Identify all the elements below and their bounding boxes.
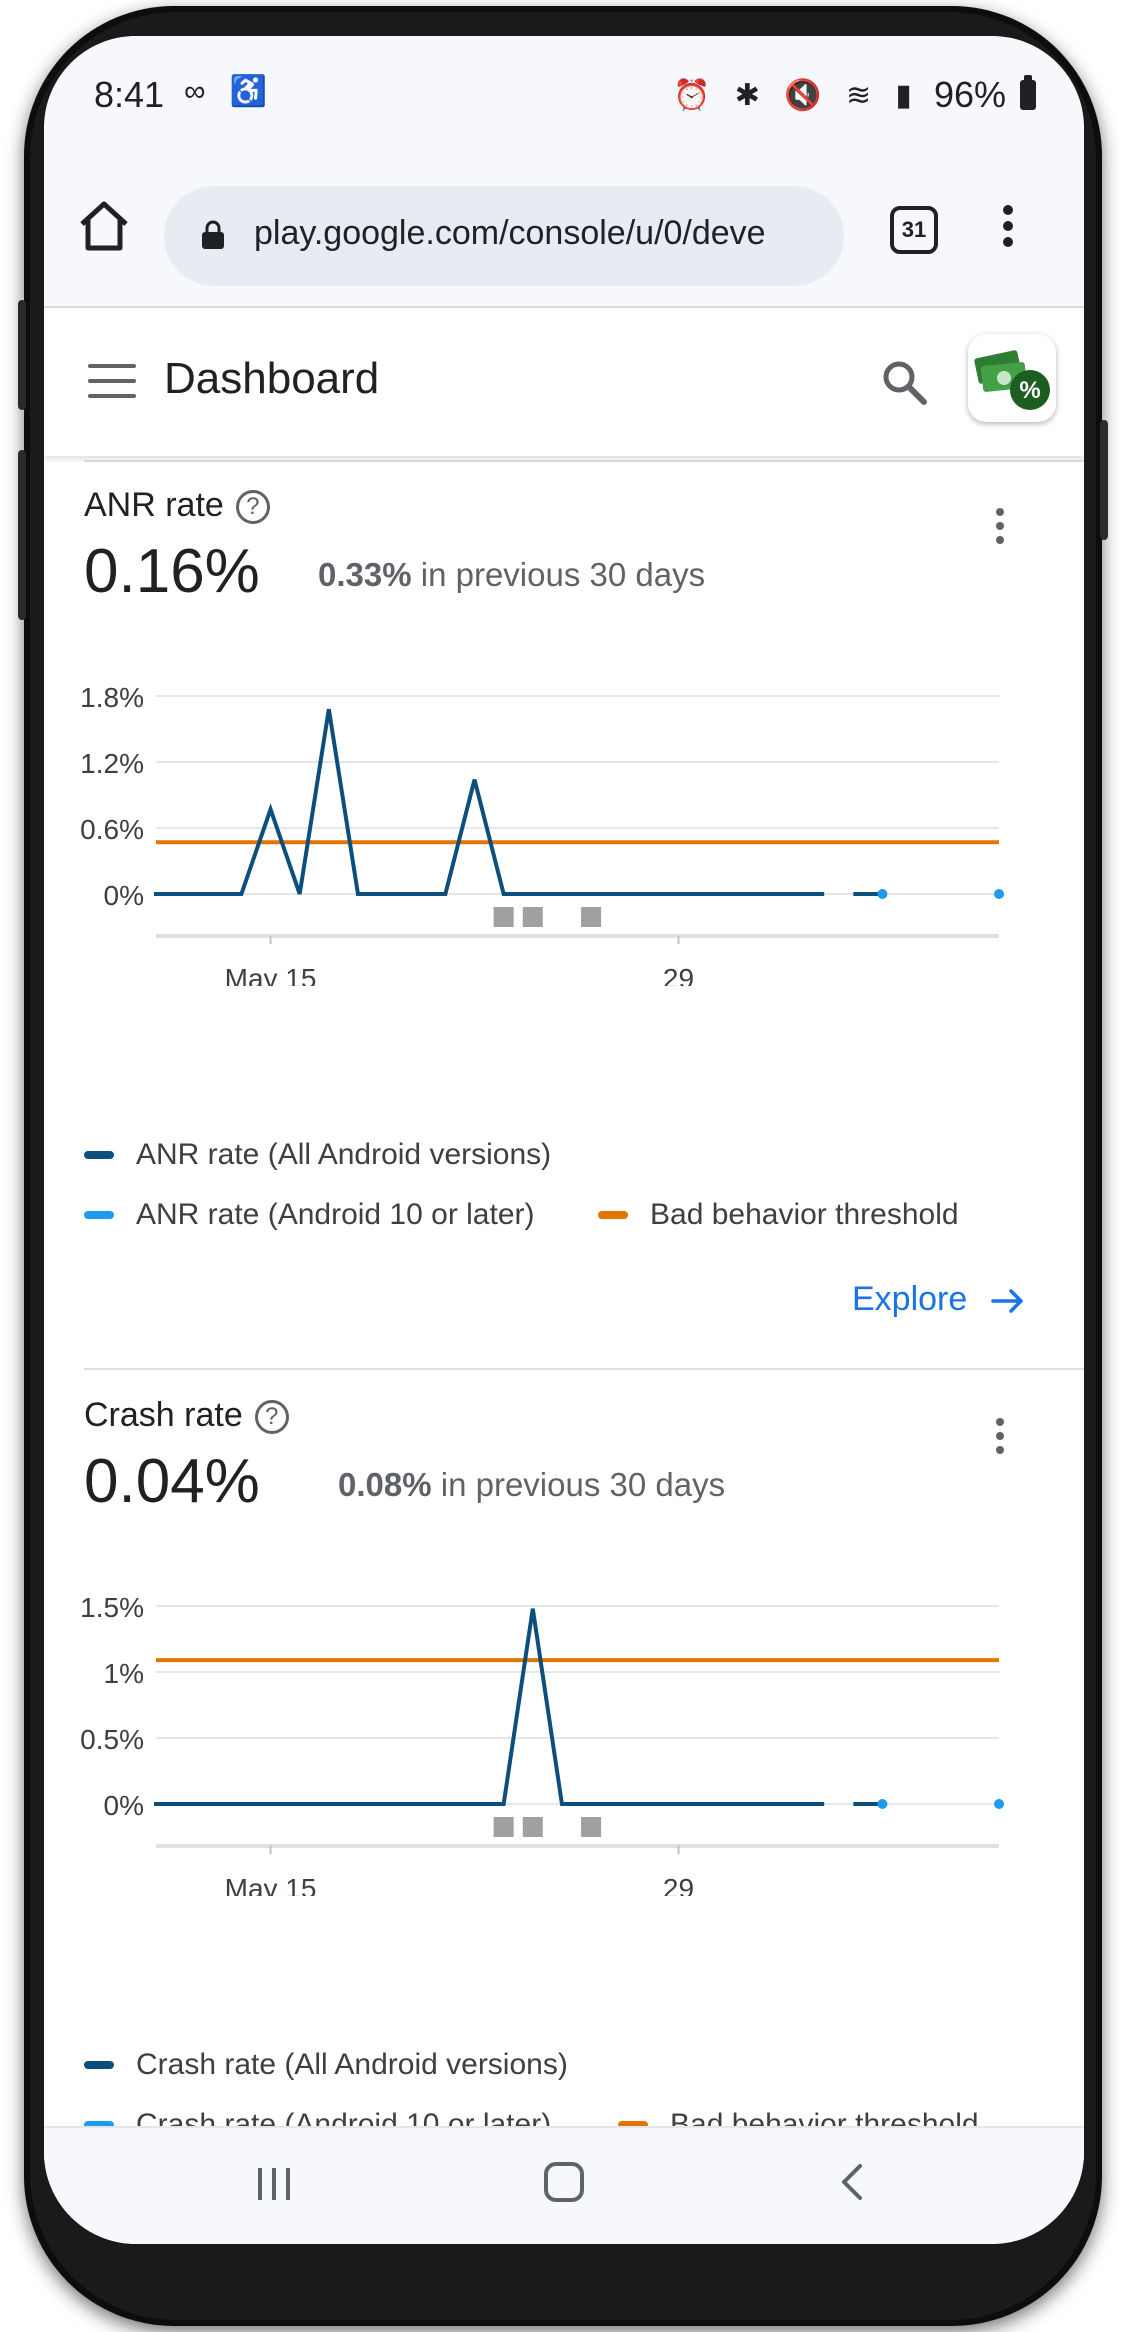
legend-swatch-android10 [84, 2121, 114, 2129]
series-point-android10 [877, 1799, 888, 1809]
annotation-marker [493, 907, 514, 927]
anr-legend-android10-label: ANR rate (Android 10 or later) [136, 1198, 535, 1231]
anr-value: 0.16% [84, 537, 260, 606]
crash-previous-value: 0.08% [338, 1466, 432, 1503]
battery-percent: 96% [933, 74, 1006, 115]
crash-legend-all-label: Crash rate (All Android versions) [136, 2048, 568, 2081]
y-tick-label: 1.8% [80, 682, 144, 713]
anr-legend-threshold: Bad behavior threshold [598, 1198, 959, 1232]
anr-legend-all-label: ANR rate (All Android versions) [136, 1138, 552, 1171]
phone-screen: 8:41 ∞ ♿ ⏰ ✱ 🔇 ≋ ▮ 96% play.go [44, 36, 1084, 2244]
annotation-marker [522, 1817, 543, 1837]
bluetooth-icon: ✱ [734, 78, 768, 112]
power-button [1100, 420, 1108, 540]
annotation-marker [493, 1817, 514, 1837]
explore-label: Explore [852, 1280, 968, 1318]
y-tick-label: 0% [104, 1790, 144, 1821]
wifi-icon: ≋ [845, 78, 880, 112]
legend-swatch-threshold [598, 1211, 628, 1219]
y-tick-label: 0% [104, 880, 144, 911]
dashboard-content: ANR rate? 0.16% 0.33% in previous 30 day… [44, 456, 1084, 2162]
legend-swatch-threshold [618, 2121, 648, 2129]
y-tick-label: 1.2% [80, 748, 144, 779]
browser-toolbar: play.google.com/console/u/0/deve 31 [44, 156, 1084, 308]
page-title: Dashboard [164, 354, 380, 403]
anr-more-icon[interactable] [994, 508, 1006, 552]
series-point-android10 [877, 889, 888, 899]
anr-previous-label: in previous 30 days [411, 556, 706, 593]
annotation-marker [522, 907, 543, 927]
home-icon[interactable] [74, 196, 134, 256]
accessibility-icon: ♿ [229, 75, 276, 108]
help-icon[interactable]: ? [254, 1400, 289, 1435]
nav-home-icon[interactable] [544, 2162, 584, 2202]
x-tick-label: May 15 [225, 1873, 317, 1896]
status-time: 8:41 [94, 74, 165, 115]
anr-card-title: ANR rate? [84, 486, 270, 525]
recents-icon[interactable] [254, 2164, 294, 2204]
mute-icon: 🔇 [784, 78, 830, 112]
lock-icon [202, 220, 224, 249]
anr-previous-value: 0.33% [318, 556, 412, 593]
crash-legend-all: Crash rate (All Android versions) [84, 2048, 568, 2082]
crash-chart: 1.5% 1% 0.5% 0% May 15 29 [80, 1592, 1004, 1896]
legend-swatch-all [84, 1151, 114, 1159]
y-tick-label: 1.5% [80, 1592, 144, 1623]
search-icon[interactable] [878, 356, 930, 408]
anr-legend-android10: ANR rate (Android 10 or later) [84, 1198, 535, 1232]
status-system-icons: ⏰ ✱ 🔇 ≋ ▮ [673, 78, 920, 113]
browser-menu-icon[interactable] [998, 202, 1018, 258]
x-tick-label: 29 [663, 963, 694, 986]
status-bar: 8:41 ∞ ♿ ⏰ ✱ 🔇 ≋ ▮ 96% [44, 36, 1084, 156]
address-bar[interactable]: play.google.com/console/u/0/deve [164, 186, 844, 286]
y-tick-label: 0.6% [80, 814, 144, 845]
explore-link[interactable]: Explore [852, 1280, 1025, 1319]
series-point-android10 [994, 1799, 1004, 1809]
svg-text:%: % [1019, 377, 1040, 404]
series-point-android10 [994, 889, 1004, 899]
anr-previous: 0.33% in previous 30 days [318, 556, 705, 594]
crash-previous-label: in previous 30 days [431, 1466, 726, 1503]
anr-title-text: ANR rate [84, 486, 224, 524]
x-tick-label: May 15 [225, 963, 317, 986]
series-line-all [154, 708, 825, 896]
menu-icon[interactable] [88, 364, 136, 400]
help-icon[interactable]: ? [235, 490, 270, 525]
section-divider [84, 1368, 1084, 1370]
app-icon[interactable]: % [968, 334, 1056, 422]
status-right: ⏰ ✱ 🔇 ≋ ▮ 96% [673, 74, 1036, 116]
annotation-marker [581, 907, 602, 927]
back-icon[interactable] [836, 2162, 866, 2202]
legend-swatch-android10 [84, 1211, 114, 1219]
alarm-icon: ⏰ [673, 78, 719, 112]
anr-chart: 1.8% 1.2% 0.6% 0% May 15 29 [80, 682, 1004, 986]
crash-value: 0.04% [84, 1447, 260, 1516]
anr-legend-all: ANR rate (All Android versions) [84, 1138, 551, 1172]
crash-more-icon[interactable] [994, 1418, 1006, 1462]
x-tick-label: 29 [663, 1873, 694, 1896]
app-bar: Dashboard % [44, 308, 1084, 456]
arrow-right-icon [990, 1289, 1023, 1313]
side-button [18, 450, 26, 620]
crash-previous: 0.08% in previous 30 days [338, 1466, 725, 1504]
volume-button [18, 300, 26, 410]
voicemail-icon: ∞ [184, 75, 214, 108]
y-tick-label: 0.5% [80, 1724, 144, 1755]
tab-switcher-button[interactable]: 31 [890, 206, 938, 254]
section-divider [84, 460, 1084, 462]
signal-icon: ▮ [895, 78, 920, 112]
system-nav-bar [44, 2126, 1084, 2244]
anr-legend-threshold-label: Bad behavior threshold [650, 1198, 959, 1231]
crash-card-title: Crash rate? [84, 1396, 289, 1435]
y-tick-label: 1% [104, 1658, 144, 1689]
annotation-marker [581, 1817, 602, 1837]
series-line-all [154, 1608, 825, 1806]
battery-icon [1020, 75, 1036, 110]
url-text: play.google.com/console/u/0/deve [254, 214, 766, 252]
crash-title-text: Crash rate [84, 1396, 243, 1434]
legend-swatch-all [84, 2061, 114, 2069]
status-notification-icons: ∞ ♿ [184, 74, 275, 109]
